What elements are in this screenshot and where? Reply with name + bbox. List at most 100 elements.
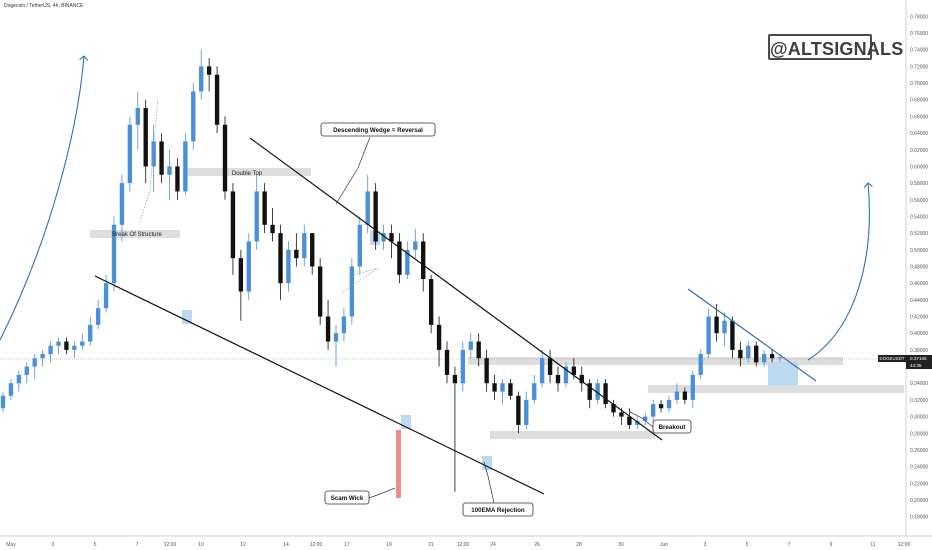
candle-body (56, 341, 61, 346)
chart-title: Dogecoin / TetherUS, 4h, BINANCE (4, 3, 84, 9)
candle-body (484, 358, 489, 384)
candle-body (64, 341, 69, 350)
candle-body (159, 141, 164, 175)
candle-body (16, 374, 22, 384)
candle-body (262, 191, 267, 225)
candle-body (183, 141, 188, 192)
candle-body (72, 345, 77, 350)
ema-rejection-label-pointer (483, 461, 495, 504)
touch-box-2 (401, 415, 411, 429)
candle-body (103, 283, 109, 309)
candle-body (769, 354, 775, 359)
candle-body (516, 395, 521, 425)
candle-body (325, 316, 331, 342)
candle-body (421, 241, 426, 280)
candle-body (80, 341, 85, 346)
candle-body (286, 249, 291, 284)
y-tick-label: 0.26000 (910, 448, 928, 454)
candle-body (48, 345, 53, 355)
candle-body (714, 316, 719, 334)
candle-body (571, 366, 577, 375)
y-tick-label: 0.34000 (910, 381, 928, 387)
y-tick-label: 0.48000 (910, 265, 928, 271)
candle-body (413, 241, 418, 250)
candle-body (444, 349, 450, 375)
y-tick-label: 0.42000 (910, 315, 928, 321)
ema-rejection-label: 100EMA Rejection (471, 507, 525, 514)
candle-body (698, 354, 703, 375)
y-tick-label: 0.68000 (910, 98, 928, 104)
y-tick-label: 0.18000 (910, 515, 928, 521)
scam-wick-label: Scam Wick (331, 495, 364, 502)
x-tick-label: 17 (344, 542, 350, 548)
candle-body (381, 233, 386, 242)
candle-body (230, 191, 236, 259)
retest-zone (648, 385, 904, 393)
x-tick-label: 14 (283, 542, 289, 548)
x-tick-label: 10 (198, 542, 204, 548)
candle-body (777, 357, 783, 359)
y-tick-label: 0.62000 (910, 148, 928, 154)
candle-body (302, 233, 307, 259)
y-tick-label: 0.32000 (910, 398, 928, 404)
resistance-zone (468, 357, 843, 365)
x-tick-label: 30 (618, 542, 624, 548)
y-tick-label: 0.38000 (910, 348, 928, 354)
candle-body (468, 341, 473, 350)
uptrend-arrow (0, 56, 84, 341)
x-tick-label: 5 (94, 542, 97, 548)
y-tick-label: 0.54000 (910, 214, 928, 220)
breakout-label: Breakout (659, 424, 686, 431)
candle-body (389, 233, 394, 242)
y-tick-label: 0.58000 (910, 181, 928, 187)
candle-body (706, 316, 711, 355)
double-top-label: Double Top (232, 171, 263, 177)
candle-body (0, 395, 6, 409)
price-tag-bg (906, 355, 932, 369)
candle-body (761, 354, 767, 363)
y-tick-label: 0.70000 (910, 81, 928, 87)
candle-body (88, 324, 93, 342)
descending-wedge-label: Descending Wedge = Reversal (333, 127, 423, 134)
y-tick-label: 0.20000 (910, 498, 928, 504)
x-tick-label: 12:00 (898, 542, 911, 548)
candle-body (650, 404, 656, 417)
candle-body (722, 320, 727, 334)
breakout-label-pointer (629, 411, 654, 428)
candle-body (635, 420, 640, 425)
price-tag: 0.37105 (910, 356, 927, 361)
candle-body (317, 266, 323, 317)
candle-body (643, 416, 648, 421)
candle-body (579, 374, 584, 384)
y-tick-label: 0.76000 (910, 31, 928, 37)
candle-body (730, 320, 735, 350)
x-tick-label: 26 (534, 542, 540, 548)
candle-body (135, 108, 140, 125)
candle-body (539, 358, 545, 384)
x-tick-label: 7 (788, 542, 791, 548)
y-tick-label: 0.74000 (910, 48, 928, 54)
candle-body (532, 383, 537, 400)
x-tick-label: May (6, 542, 16, 548)
candle-body (246, 241, 251, 292)
y-tick-label: 0.30000 (910, 415, 928, 421)
candle-body (595, 383, 600, 400)
y-tick-label: 0.64000 (910, 131, 928, 137)
scam-wick-label-pointer (368, 487, 396, 499)
candle-body (603, 383, 608, 405)
candle-body (555, 374, 561, 384)
watermark-label: @ALTSIGNALS (768, 34, 903, 60)
y-tick-label: 0.78000 (910, 14, 928, 20)
candle-body (492, 383, 497, 392)
descending-wedge-label-box (320, 122, 436, 137)
candle-body (619, 412, 624, 417)
x-tick-label: 12:00 (310, 542, 323, 548)
y-tick-label: 0.72000 (910, 64, 928, 70)
candle-body (127, 124, 133, 184)
candle-body (175, 166, 180, 192)
candle-body (436, 324, 442, 350)
candle-body (214, 74, 220, 125)
candle-body (611, 404, 616, 413)
x-tick-label: 9 (830, 542, 833, 548)
x-tick-label: 5 (746, 542, 749, 548)
